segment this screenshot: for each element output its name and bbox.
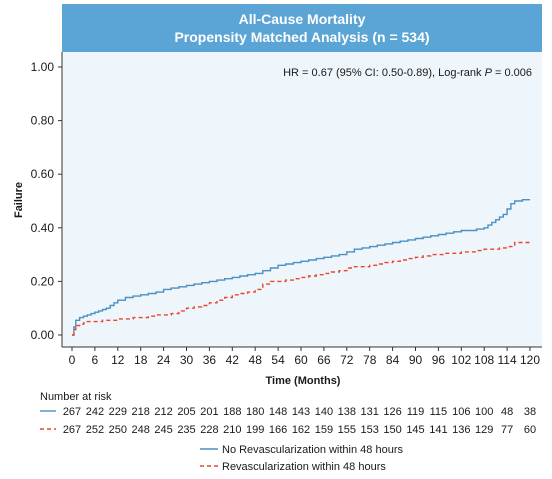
risk-count: 252 (86, 424, 104, 436)
chart-title-banner: All-Cause Mortality Propensity Matched A… (62, 4, 542, 52)
risk-count: 145 (406, 424, 424, 436)
risk-count: 129 (475, 424, 493, 436)
x-tick-label: 66 (317, 353, 331, 367)
risk-count: 242 (86, 406, 104, 418)
risk-count: 199 (246, 424, 264, 436)
risk-count: 229 (109, 406, 127, 418)
legend-label: Revascularization within 48 hours (222, 461, 386, 473)
x-tick-label: 54 (271, 353, 285, 367)
risk-count: 228 (200, 424, 218, 436)
hr-annotation-suffix: = 0.006 (492, 67, 532, 79)
risk-count: 136 (452, 424, 470, 436)
x-tick-label: 60 (294, 353, 308, 367)
risk-count: 150 (383, 424, 401, 436)
risk-count: 205 (177, 406, 195, 418)
y-tick-label: 0.40 (31, 221, 55, 235)
x-tick-label: 36 (203, 353, 217, 367)
risk-count: 126 (383, 406, 401, 418)
risk-count: 235 (177, 424, 195, 436)
hr-annotation-prefix: HR = 0.67 (95% CI: 0.50-0.89), Log-rank (283, 67, 484, 79)
y-tick-label: 0.80 (31, 114, 55, 128)
series-line-no-revascularization (72, 199, 530, 336)
x-tick-label: 24 (157, 353, 171, 367)
legend: No Revascularization within 48 hours Reva… (200, 444, 403, 473)
x-tick-label: 72 (340, 353, 354, 367)
risk-count: 131 (361, 406, 379, 418)
risk-count: 212 (154, 406, 172, 418)
risk-count: 106 (452, 406, 470, 418)
x-tick-label: 6 (92, 353, 99, 367)
series-line-revascularization (72, 241, 530, 336)
risk-count: 248 (132, 424, 150, 436)
risk-count: 218 (132, 406, 150, 418)
risk-count: 38 (524, 406, 536, 418)
risk-table-title: Number at risk (40, 391, 112, 403)
risk-count: 250 (109, 424, 127, 436)
y-tick-label: 0.20 (31, 274, 55, 288)
risk-count: 138 (338, 406, 356, 418)
risk-count: 188 (223, 406, 241, 418)
x-axis-title: Time (Months) (266, 375, 341, 387)
x-tick-label: 12 (111, 353, 125, 367)
legend-label: No Revascularization within 48 hours (222, 444, 403, 456)
y-tick-label: 0.60 (31, 167, 55, 181)
x-tick-label: 48 (249, 353, 263, 367)
risk-count: 155 (338, 424, 356, 436)
risk-count: 267 (63, 424, 81, 436)
x-tick-label: 30 (180, 353, 194, 367)
risk-count: 153 (361, 424, 379, 436)
y-tick-label: 0.00 (31, 328, 55, 342)
hr-annotation-italic: P (485, 67, 493, 79)
x-tick-label: 90 (409, 353, 423, 367)
risk-count: 115 (430, 406, 448, 418)
y-axis-title: Failure (13, 182, 25, 218)
risk-count: 60 (524, 424, 536, 436)
x-tick-label: 42 (226, 353, 240, 367)
series-layer (72, 199, 530, 336)
chart-subtitle: Propensity Matched Analysis (n = 534) (174, 29, 430, 45)
x-tick-label: 108 (474, 353, 494, 367)
axes-layer: 0.00 0.20 0.40 0.60 0.80 1.00 0 6 12 18 24 30 36 42 48… (31, 52, 542, 367)
risk-count: 162 (292, 424, 310, 436)
risk-count: 48 (501, 406, 513, 418)
risk-count: 119 (407, 406, 425, 418)
risk-count: 141 (429, 424, 447, 436)
x-tick-label: 0 (69, 353, 76, 367)
x-tick-label: 96 (432, 353, 446, 367)
risk-count: 210 (223, 424, 241, 436)
risk-count: 180 (246, 406, 264, 418)
x-tick-label: 120 (520, 353, 540, 367)
risk-count: 201 (200, 406, 218, 418)
risk-count: 159 (315, 424, 333, 436)
risk-count: 140 (315, 406, 333, 418)
x-tick-label: 102 (451, 353, 471, 367)
hr-annotation: HR = 0.67 (95% CI: 0.50-0.89), Log-rank … (283, 67, 532, 79)
x-tick-label: 18 (134, 353, 148, 367)
risk-count: 143 (292, 406, 310, 418)
risk-count: 267 (63, 406, 81, 418)
risk-count: 245 (154, 424, 172, 436)
risk-count: 77 (501, 424, 513, 436)
risk-table: 267 242 229 218 212 205 201 188 180 148 143 140 138 1… (40, 406, 536, 436)
x-tick-label: 114 (498, 353, 517, 367)
chart-title: All-Cause Mortality (238, 11, 366, 27)
risk-count: 166 (269, 424, 287, 436)
x-tick-label: 84 (386, 353, 400, 367)
risk-count: 100 (475, 406, 493, 418)
risk-count: 148 (269, 406, 287, 418)
x-tick-label: 78 (363, 353, 377, 367)
plot-background (62, 52, 542, 347)
y-tick-label: 1.00 (31, 60, 55, 74)
